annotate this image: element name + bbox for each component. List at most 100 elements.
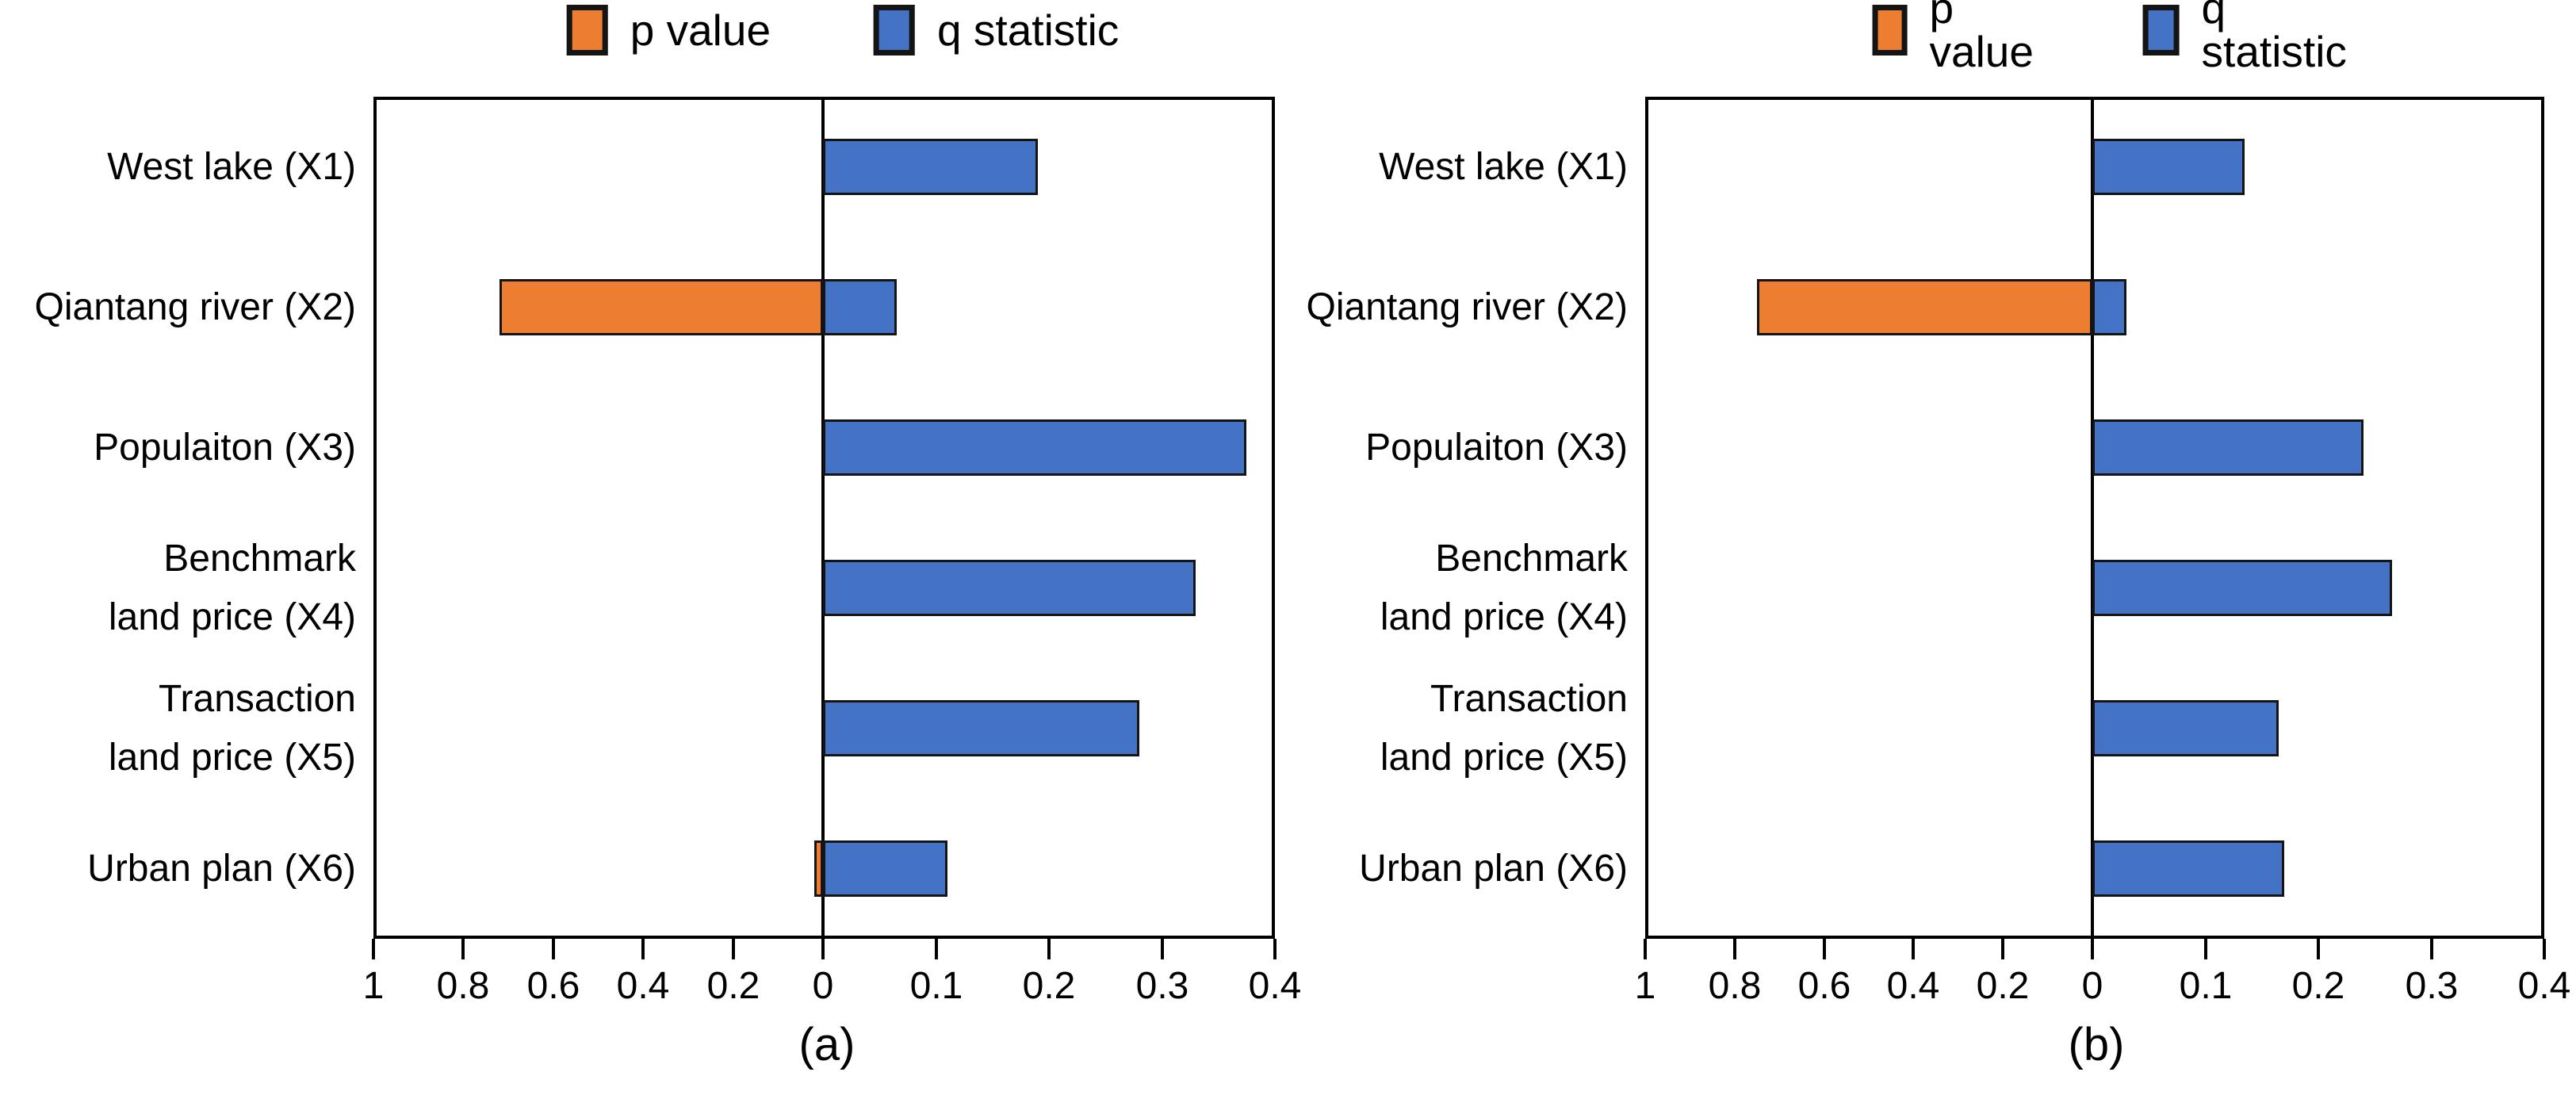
axis-tick-label: 0.8 <box>1708 965 1762 1007</box>
category-label: Benchmark land price (X4) <box>0 530 356 647</box>
category-label-line: land price (X4) <box>108 596 356 638</box>
axis-tick-label: 0.8 <box>436 965 490 1007</box>
category-label-line: Transaction <box>1430 678 1628 720</box>
bar-q-statistic <box>2092 560 2392 616</box>
legend: p value q statistic <box>1872 0 2352 74</box>
caption-b: (b) <box>2068 1019 2125 1070</box>
zero-axis-line <box>2091 97 2094 939</box>
axis-tick-label: 0.1 <box>909 965 963 1007</box>
axis-tick-label: 0.2 <box>706 965 760 1007</box>
axis-tick <box>552 939 555 959</box>
bar-q-statistic <box>2092 840 2284 897</box>
category-label: Transaction land price (X5) <box>0 670 356 787</box>
axis-tick-label: 0.4 <box>2517 965 2571 1007</box>
category-label-line: West lake (X1) <box>1379 146 1628 188</box>
bar-q-statistic <box>823 139 1038 195</box>
bar-q-statistic <box>2092 700 2279 756</box>
axis-tick-label: 0 <box>2081 965 2103 1007</box>
axis-tick <box>1912 939 1915 959</box>
legend-label-p-value: p value <box>630 5 771 55</box>
category-label: Transaction land price (X5) <box>1136 670 1628 787</box>
legend-swatch-p-value <box>1872 5 1908 56</box>
bar-q-statistic <box>2092 279 2126 335</box>
bar-q-statistic <box>823 700 1139 756</box>
category-label: Urban plan (X6) <box>1136 840 1628 898</box>
axis-tick <box>1644 939 1647 959</box>
category-label: Urban plan (X6) <box>0 840 356 898</box>
axis-tick <box>1161 939 1164 959</box>
category-label-line: Urban plan (X6) <box>87 848 356 890</box>
axis-tick-label: 0 <box>812 965 834 1007</box>
legend-item-p-value: p value <box>1872 0 2040 76</box>
category-label-line: land price (X5) <box>1380 737 1628 779</box>
axis-tick <box>1823 939 1826 959</box>
category-label: West lake (X1) <box>0 138 356 197</box>
category-label: Populaiton (X3) <box>0 419 356 477</box>
legend-swatch-p-value <box>566 5 608 56</box>
legend-item-q-statistic: q statistic <box>874 5 1119 56</box>
bar-q-statistic <box>823 419 1246 476</box>
bar-q-statistic <box>823 279 897 335</box>
legend: p value q statistic <box>566 2 1119 59</box>
axis-tick <box>732 939 735 959</box>
axis-tick <box>821 939 825 959</box>
axis-tick-label: 0.3 <box>1135 965 1189 1007</box>
axis-tick <box>2317 939 2320 959</box>
plot-area <box>373 97 1275 939</box>
axis-tick <box>372 939 375 959</box>
axis-tick-label: 0.2 <box>2291 965 2345 1007</box>
bar-p-value <box>814 840 823 897</box>
axis-tick-label: 0.2 <box>1022 965 1076 1007</box>
axis-tick-label: 0.1 <box>2179 965 2233 1007</box>
category-label: Qiantang river (X2) <box>1136 278 1629 337</box>
legend-swatch-q-statistic <box>874 5 916 56</box>
legend-label-p-value: p value <box>1929 0 2034 76</box>
axis-tick-label: 0.3 <box>2405 965 2459 1007</box>
plot-area <box>1645 97 2544 939</box>
axis-tick <box>1733 939 1736 959</box>
axis-tick <box>2204 939 2207 959</box>
legend-item-q-statistic: q statistic <box>2143 0 2352 74</box>
category-label-line: land price (X5) <box>108 737 356 779</box>
caption-a: (a) <box>798 1019 855 1070</box>
category-label-line: Qiantang river (X2) <box>34 286 357 328</box>
axis-tick <box>2001 939 2004 959</box>
axis-tick <box>1273 939 1277 959</box>
axis-tick-label: 0.4 <box>1886 965 1940 1007</box>
category-label-line: Populaiton (X3) <box>1365 427 1628 469</box>
legend-item-p-value: p value <box>566 5 771 56</box>
category-label: Benchmark land price (X4) <box>1136 530 1628 647</box>
category-label-line: Benchmark <box>1435 538 1628 580</box>
legend-label-q-statistic: q statistic <box>2201 0 2347 76</box>
axis-tick <box>2543 939 2546 959</box>
legend-label-q-statistic: q statistic <box>937 5 1120 55</box>
category-label-line: Populaiton (X3) <box>94 427 356 469</box>
category-label: Populaiton (X3) <box>1136 419 1628 477</box>
category-label-line: Urban plan (X6) <box>1359 848 1628 890</box>
bar-p-value <box>1757 279 2092 335</box>
bar-p-value <box>500 279 823 335</box>
category-label: West lake (X1) <box>1136 138 1628 197</box>
category-label-line: Transaction <box>159 678 356 720</box>
axis-tick-label: 1 <box>1634 965 1656 1007</box>
zero-axis-line <box>821 97 825 939</box>
axis-tick-label: 0.4 <box>1248 965 1302 1007</box>
legend-swatch-q-statistic <box>2143 5 2180 56</box>
category-label-line: land price (X4) <box>1380 596 1628 638</box>
axis-tick <box>641 939 645 959</box>
axis-tick <box>935 939 938 959</box>
axis-tick-label: 0.2 <box>1976 965 2030 1007</box>
category-label: Qiantang river (X2) <box>0 278 357 337</box>
bar-q-statistic <box>2092 419 2364 476</box>
axis-tick-label: 1 <box>362 965 385 1007</box>
axis-tick-label: 0.4 <box>616 965 670 1007</box>
axis-tick-label: 0.6 <box>1797 965 1851 1007</box>
bar-q-statistic <box>823 560 1196 616</box>
category-label-line: Benchmark <box>163 538 356 580</box>
category-label-line: Qiantang river (X2) <box>1306 286 1629 328</box>
category-label-line: West lake (X1) <box>107 146 356 188</box>
bar-q-statistic <box>2092 139 2245 195</box>
